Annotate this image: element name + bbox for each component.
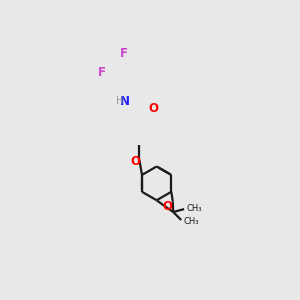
Text: CH₃: CH₃ <box>184 217 199 226</box>
Text: F: F <box>98 66 106 79</box>
Text: H: H <box>116 96 123 106</box>
Text: O: O <box>162 200 172 213</box>
Text: CH₃: CH₃ <box>187 204 202 213</box>
Text: F: F <box>120 47 128 60</box>
Text: N: N <box>120 94 130 107</box>
Text: O: O <box>130 155 140 168</box>
Text: O: O <box>148 103 158 116</box>
